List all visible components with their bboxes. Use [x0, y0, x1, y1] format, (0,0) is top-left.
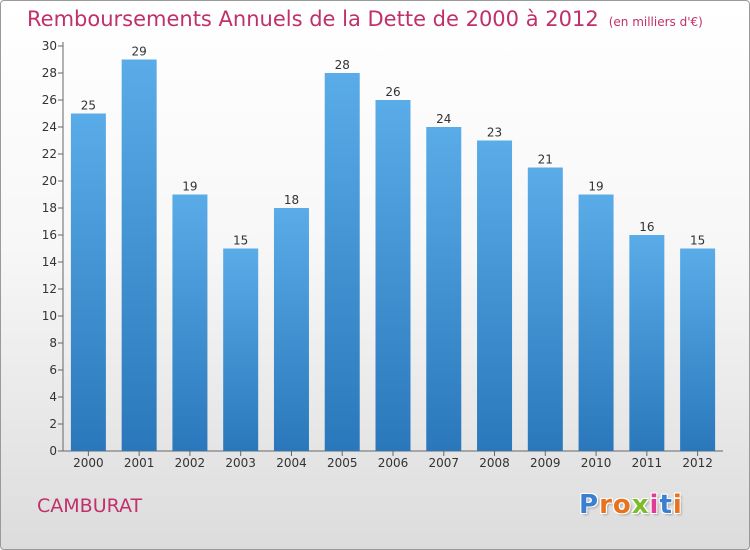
logo-letter: i — [672, 490, 683, 520]
y-tick-label: 8 — [49, 336, 57, 350]
x-tick-label: 2012 — [682, 456, 713, 470]
data-label: 15 — [690, 234, 705, 248]
y-tick-label: 4 — [49, 390, 57, 404]
x-tick-label: 2007 — [428, 456, 459, 470]
y-tick-label: 28 — [42, 66, 57, 80]
data-label: 24 — [436, 112, 451, 126]
y-tick-label: 6 — [49, 363, 57, 377]
chart-title: Remboursements Annuels de la Dette de 20… — [27, 7, 703, 31]
data-labels: 25 29 19 15 18 28 26 24 23 21 19 16 15 — [81, 45, 706, 248]
y-tick-label: 18 — [42, 201, 57, 215]
bar — [680, 248, 716, 451]
bar — [578, 194, 614, 451]
logo-letter: t — [659, 490, 673, 520]
x-tick-label: 2004 — [276, 456, 307, 470]
logo-letter: x — [631, 490, 650, 520]
bar — [70, 113, 106, 451]
y-tick-label: 12 — [42, 282, 57, 296]
y-tick-label: 14 — [42, 255, 57, 269]
x-tick-label: 2006 — [378, 456, 409, 470]
y-tick-label: 0 — [49, 444, 57, 458]
bar — [121, 59, 157, 451]
y-tick-label: 10 — [42, 309, 57, 323]
bar — [375, 100, 411, 451]
data-label: 26 — [385, 85, 400, 99]
y-tick-label: 30 — [42, 39, 57, 53]
bars — [70, 59, 716, 451]
y-tick-label: 24 — [42, 120, 57, 134]
x-tick-label: 2001 — [124, 456, 155, 470]
bar — [324, 73, 360, 451]
logo-letter: r — [599, 490, 613, 520]
data-label: 19 — [588, 180, 603, 194]
y-tick-label: 2 — [49, 417, 57, 431]
chart-subtitle: (en milliers d'€) — [608, 15, 703, 29]
commune-name: CAMBURAT — [37, 495, 143, 517]
data-label: 28 — [335, 58, 350, 72]
data-label: 21 — [538, 153, 553, 167]
data-label: 23 — [487, 126, 502, 140]
data-label: 18 — [284, 193, 299, 207]
bar — [273, 208, 309, 451]
x-tick-label: 2002 — [175, 456, 206, 470]
data-label: 29 — [132, 45, 147, 59]
bar — [172, 194, 208, 451]
chart-title-text: Remboursements Annuels de la Dette de 20… — [27, 7, 599, 31]
data-label: 15 — [233, 234, 248, 248]
x-tick-label: 2003 — [225, 456, 256, 470]
data-label: 19 — [182, 180, 197, 194]
y-tick-label: 16 — [42, 228, 57, 242]
bar — [223, 248, 259, 451]
x-tick-label: 2009 — [530, 456, 561, 470]
logo-letter: o — [612, 490, 632, 520]
x-tick-label: 2008 — [479, 456, 510, 470]
data-label: 16 — [639, 220, 654, 234]
data-label: 25 — [81, 99, 96, 113]
y-tick-label: 26 — [42, 93, 57, 107]
bar — [629, 235, 665, 451]
bar — [477, 140, 513, 451]
x-tick-label: 2005 — [327, 456, 358, 470]
proxiti-logo[interactable]: Proxiti — [579, 490, 683, 520]
y-tick-label: 20 — [42, 174, 57, 188]
bar — [527, 167, 563, 451]
x-tick-label: 2010 — [581, 456, 612, 470]
bar — [426, 127, 462, 451]
logo-letter: P — [579, 490, 600, 520]
logo-letter: i — [649, 490, 660, 520]
x-axis: 2000 2001 2002 2003 2004 2005 2006 2007 2008 2009… — [63, 450, 723, 470]
x-tick-label: 2000 — [73, 456, 104, 470]
y-tick-label: 22 — [42, 147, 57, 161]
x-tick-label: 2011 — [632, 456, 663, 470]
